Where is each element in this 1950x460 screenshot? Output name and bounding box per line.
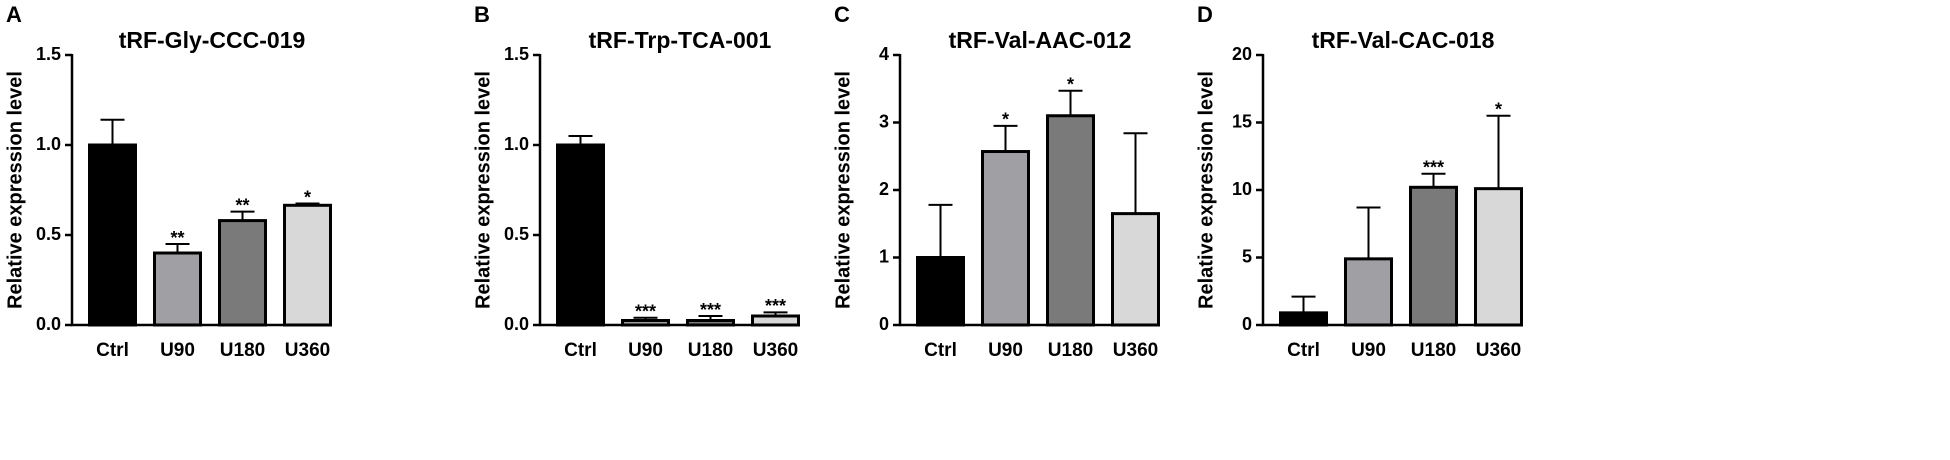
x-tick-label: U90 — [160, 340, 195, 361]
x-tick-label: U90 — [1351, 340, 1386, 361]
bar — [751, 314, 800, 327]
x-tick-label: Ctrl — [96, 340, 129, 361]
x-tick-label: U180 — [1048, 340, 1093, 361]
x-tick-label: U90 — [628, 340, 663, 361]
chart-title: tRF-Val-AAC-012 — [949, 27, 1132, 53]
panel-label: A — [6, 2, 22, 27]
bar — [686, 319, 735, 327]
x-tick-label: U90 — [988, 340, 1023, 361]
y-tick-label: 1.0 — [504, 134, 529, 154]
y-axis-label: Relative expression level — [832, 71, 854, 309]
y-tick-label: 0.5 — [36, 224, 61, 244]
y-axis-label: Relative expression level — [1195, 71, 1217, 309]
bar — [621, 319, 670, 327]
y-tick-label: 1.0 — [36, 134, 61, 154]
chart-title: tRF-Gly-CCC-019 — [119, 27, 306, 53]
y-tick-label: 0.0 — [36, 314, 61, 334]
x-tick-label: U360 — [285, 340, 330, 361]
panel-label: D — [1197, 2, 1213, 27]
y-tick-label: 0.0 — [504, 314, 529, 334]
y-tick-label: 5 — [1242, 246, 1252, 266]
x-tick-label: U360 — [753, 340, 798, 361]
bar — [1279, 311, 1328, 327]
y-axis-label: Relative expression level — [4, 71, 26, 309]
bar — [556, 143, 605, 327]
significance-label: ** — [235, 195, 249, 215]
significance-label: *** — [635, 302, 656, 322]
bar — [1111, 212, 1160, 327]
significance-label: ** — [170, 228, 184, 248]
y-tick-label: 1.5 — [36, 44, 61, 64]
significance-label: * — [1067, 75, 1074, 95]
y-tick-label: 1.5 — [504, 44, 529, 64]
significance-label: * — [304, 187, 311, 207]
y-tick-label: 4 — [879, 44, 889, 64]
significance-label: *** — [765, 296, 786, 316]
chart-title: tRF-Val-CAC-018 — [1312, 27, 1495, 53]
significance-label: *** — [700, 300, 721, 320]
y-tick-label: 20 — [1232, 44, 1252, 64]
panel-label: B — [474, 2, 490, 27]
x-tick-label: Ctrl — [924, 340, 957, 361]
x-tick-label: U360 — [1113, 340, 1158, 361]
y-axis-label: Relative expression level — [472, 71, 494, 309]
bar — [1046, 114, 1095, 327]
significance-label: * — [1002, 110, 1009, 130]
bar — [981, 150, 1030, 327]
y-tick-label: 3 — [879, 111, 889, 131]
bar — [1474, 187, 1523, 327]
chart-title: tRF-Trp-TCA-001 — [589, 27, 772, 53]
y-tick-label: 10 — [1232, 179, 1252, 199]
bar — [1409, 185, 1458, 327]
y-tick-label: 1 — [879, 246, 889, 266]
y-tick-label: 15 — [1232, 111, 1252, 131]
x-tick-label: U360 — [1476, 340, 1521, 361]
significance-label: *** — [1423, 158, 1444, 178]
bar — [283, 203, 332, 327]
bar — [916, 256, 965, 327]
x-tick-label: U180 — [220, 340, 265, 361]
x-tick-label: Ctrl — [564, 340, 597, 361]
significance-label: * — [1495, 100, 1502, 120]
y-tick-label: 0 — [879, 314, 889, 334]
x-tick-label: Ctrl — [1287, 340, 1320, 361]
y-tick-label: 2 — [879, 179, 889, 199]
x-tick-label: U180 — [688, 340, 733, 361]
y-tick-label: 0.5 — [504, 224, 529, 244]
bar — [218, 219, 267, 327]
y-tick-label: 0 — [1242, 314, 1252, 334]
bar — [153, 251, 202, 327]
bar — [88, 143, 137, 327]
bar — [1344, 257, 1393, 327]
panel-label: C — [834, 2, 850, 27]
x-tick-label: U180 — [1411, 340, 1456, 361]
